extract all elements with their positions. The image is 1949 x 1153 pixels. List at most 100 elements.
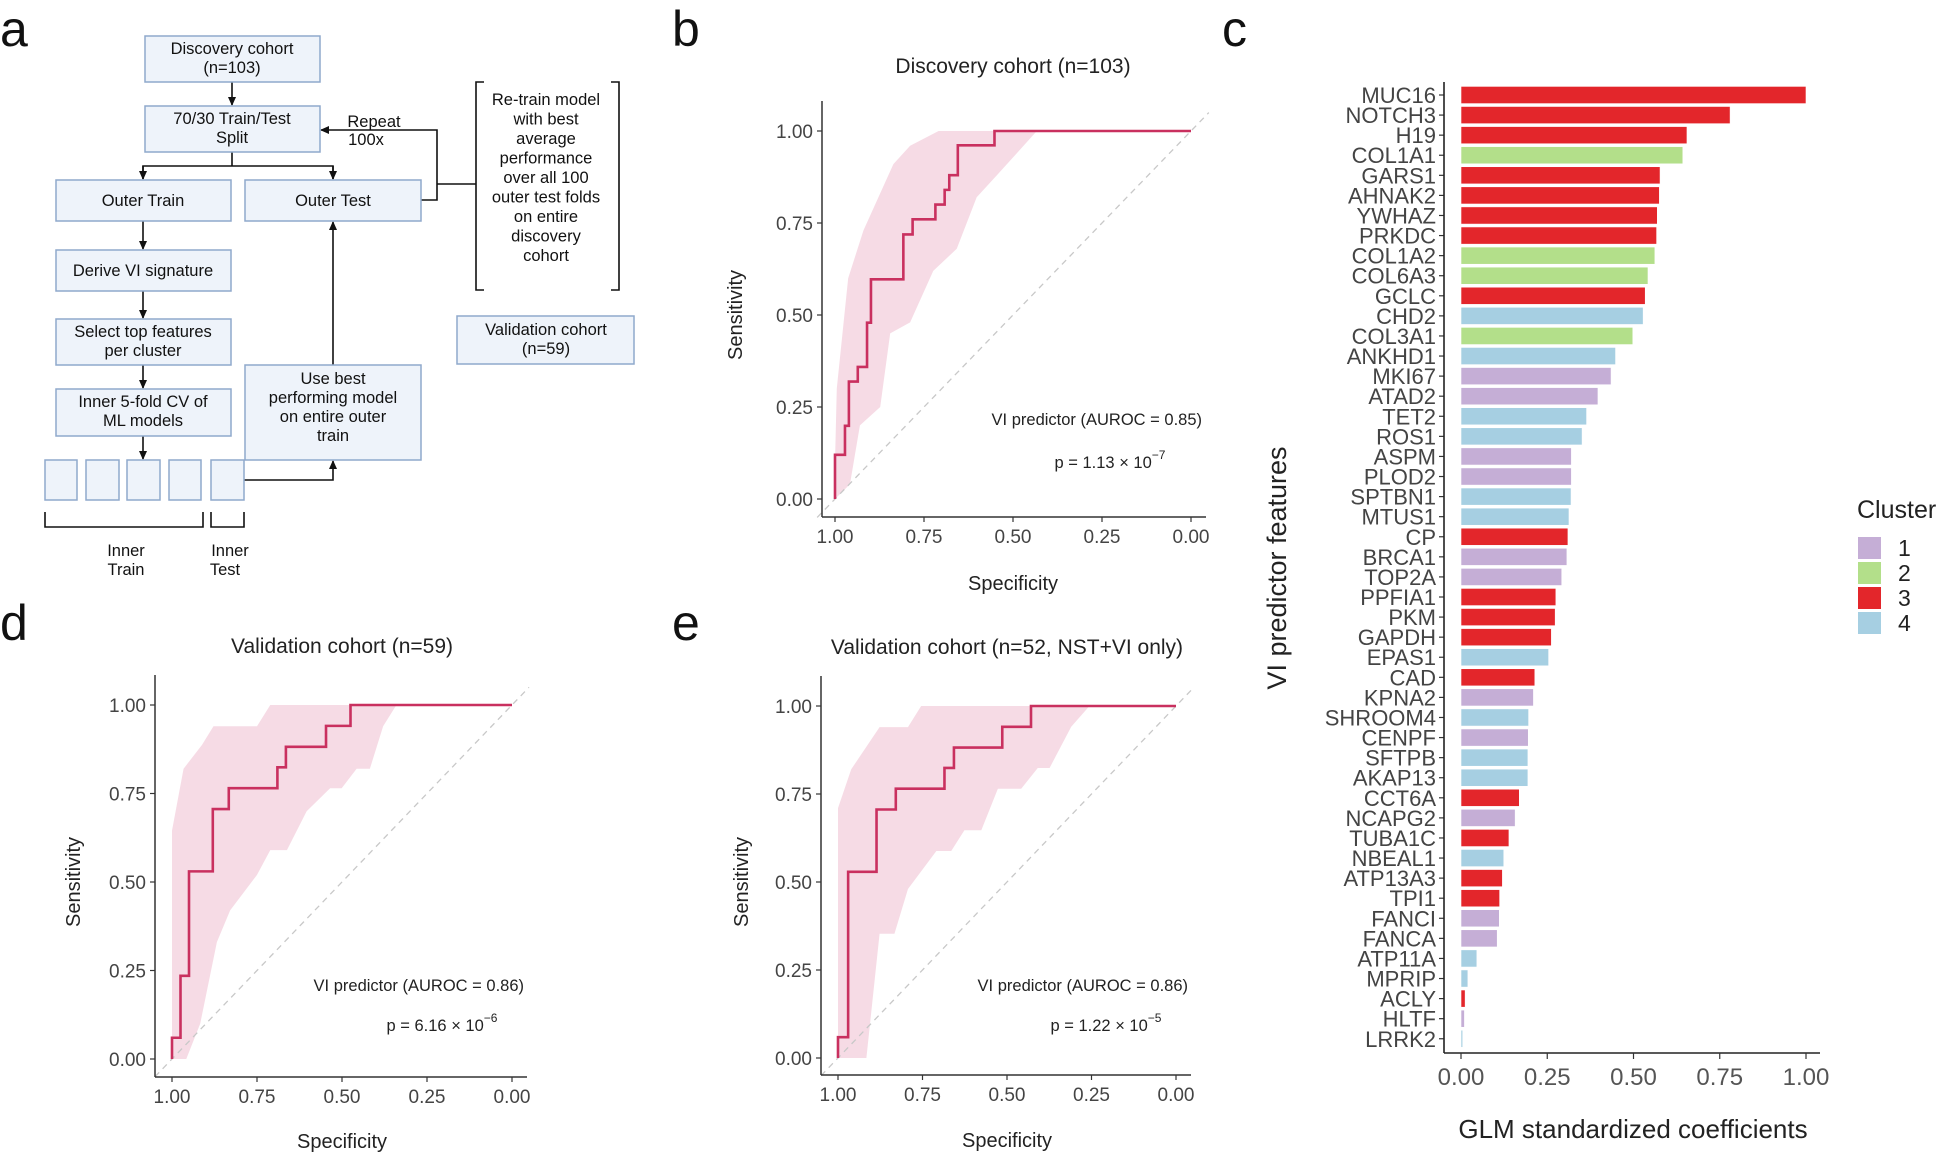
confidence-band	[838, 706, 1176, 1058]
gene-label: ASPM	[1374, 444, 1436, 469]
arrow-repeat-loop	[320, 126, 438, 201]
p-value-base: p = 6.16 × 10	[387, 1017, 484, 1035]
panel-letter-c: c	[1222, 1, 1247, 57]
roc-curve-line	[836, 704, 1176, 1058]
box-derive-vi-signature	[55, 249, 232, 292]
label-inner-train: Inner Train	[107, 542, 145, 579]
y-tick-label: 0.75	[775, 785, 812, 806]
legend-title: Cluster	[1857, 496, 1936, 524]
panel-letter-b: b	[672, 1, 700, 57]
gene-label: FANCA	[1363, 926, 1437, 951]
gene-label: PLOD2	[1364, 465, 1436, 490]
gene-label: TUBA1C	[1349, 826, 1436, 851]
gene-label: SPTBN1	[1350, 485, 1436, 510]
legend-swatch-cluster-2	[1858, 562, 1881, 584]
box-train-test-split	[144, 105, 321, 153]
p-value-base: p = 1.22 × 10	[1051, 1017, 1148, 1035]
y-tick-label: 1.00	[109, 696, 146, 717]
box-select-top-features	[55, 318, 232, 366]
bar-atad2	[1460, 387, 1599, 406]
bar-ncapg2	[1460, 808, 1516, 827]
bar-sptbn1	[1460, 487, 1572, 506]
fold-box-5	[210, 459, 245, 501]
bar-cad	[1460, 668, 1536, 687]
auroc-annotation: VI predictor (AUROC = 0.86)	[314, 977, 524, 995]
fold-box-2	[85, 459, 120, 501]
label-inner-test: Inner Test	[210, 542, 249, 579]
confidence-band	[835, 131, 1191, 499]
bar-mprip	[1460, 969, 1469, 988]
box-discovery-cohort	[144, 35, 321, 83]
arrows	[139, 82, 476, 481]
gene-label: PPFIA1	[1360, 585, 1436, 610]
gene-label: MUC16	[1361, 83, 1436, 108]
gene-label: SFTPB	[1365, 746, 1436, 771]
label-repeat: Repeat 100x	[347, 113, 401, 149]
p-value-annotation: p = 1.22 × 10−5	[1051, 1011, 1162, 1035]
gene-label: YWHAZ	[1357, 203, 1436, 228]
gene-label: COL6A3	[1352, 264, 1436, 289]
x-tick-label: 0.75	[904, 1085, 941, 1106]
gene-label: AKAP13	[1353, 766, 1436, 791]
bracket-inner-test	[210, 512, 245, 528]
box-validation-cohort	[456, 315, 635, 365]
x-tick-label: 0.50	[995, 527, 1032, 548]
bar-col6a3	[1460, 266, 1649, 285]
gene-label: H19	[1396, 123, 1436, 148]
gene-label: ATAD2	[1368, 384, 1436, 409]
box-outer-test	[244, 179, 422, 222]
y-axis-title: Sensitivity	[731, 837, 753, 927]
bar-gclc	[1460, 286, 1646, 305]
x-tick-label: 0.50	[324, 1087, 361, 1108]
gene-label: ATP11A	[1357, 946, 1436, 971]
gene-label: COL1A1	[1352, 143, 1436, 168]
bar-h19	[1460, 126, 1688, 145]
bar-top2a	[1460, 568, 1563, 586]
bar-prkdc	[1460, 226, 1657, 245]
gene-label: CAD	[1390, 665, 1436, 690]
x-tick-label: 0.00	[1158, 1085, 1195, 1106]
gene-label: NOTCH3	[1346, 103, 1436, 128]
gene-label: ATP13A3	[1343, 866, 1436, 891]
bar-acly	[1460, 989, 1466, 1008]
fold-box-4	[168, 459, 202, 501]
bar-pkm	[1460, 608, 1556, 626]
p-value-annotation: p = 6.16 × 10−6	[387, 1011, 498, 1035]
bar-chd2	[1460, 306, 1644, 325]
roc-curve-line	[170, 703, 512, 1059]
p-value-annotation: p = 1.13 × 10−7	[1055, 448, 1166, 472]
p-value-exponent: −6	[484, 1011, 498, 1025]
x-tick-label: 0.00	[494, 1087, 531, 1108]
y-tick-label: 0.25	[775, 961, 812, 982]
bar-cenpf	[1460, 728, 1529, 747]
fold-box-3	[126, 459, 161, 501]
chart-title: Discovery cohort (n=103)	[895, 55, 1130, 78]
reference-diagonal	[816, 112, 1210, 518]
panel-letter-d: d	[0, 595, 28, 651]
bar-tpi1	[1460, 889, 1500, 908]
bar-ppfia1	[1460, 588, 1557, 606]
x-tick-label: 0.75	[239, 1087, 276, 1108]
y-tick-label: 0.75	[776, 214, 813, 235]
bar-ahnak2	[1460, 186, 1660, 205]
gene-label: LRRK2	[1365, 1027, 1436, 1052]
legend-label-cluster-1: 1	[1898, 535, 1911, 561]
gene-label: CHD2	[1376, 304, 1436, 329]
label-use-best-model: Use best performing model on entire outer t…	[269, 370, 397, 445]
y-tick-label: 0.25	[109, 962, 146, 983]
y-tick-label: 1.00	[775, 697, 812, 718]
x-tick-label: 1.00	[817, 527, 854, 548]
legend-label-cluster-3: 3	[1898, 585, 1911, 611]
bar-cct6a	[1460, 788, 1520, 807]
gene-label: FANCI	[1371, 906, 1436, 931]
x-tick-label: 0.50	[1610, 1064, 1657, 1091]
gene-label: CP	[1405, 525, 1436, 550]
legend-swatch-cluster-1	[1858, 537, 1881, 559]
bracket-inner-train	[44, 512, 204, 528]
gene-label: TOP2A	[1364, 565, 1436, 590]
roc-chart-validation: 1.00 0.75 0.50 0.25 0.00 0.00 0.25 0.50 0.75 1.00…	[63, 635, 530, 1153]
arrow-to-use-best	[244, 460, 337, 481]
chart-title: Validation cohort (n=52, NST+VI only)	[831, 636, 1183, 659]
bar-brca1	[1460, 547, 1568, 566]
